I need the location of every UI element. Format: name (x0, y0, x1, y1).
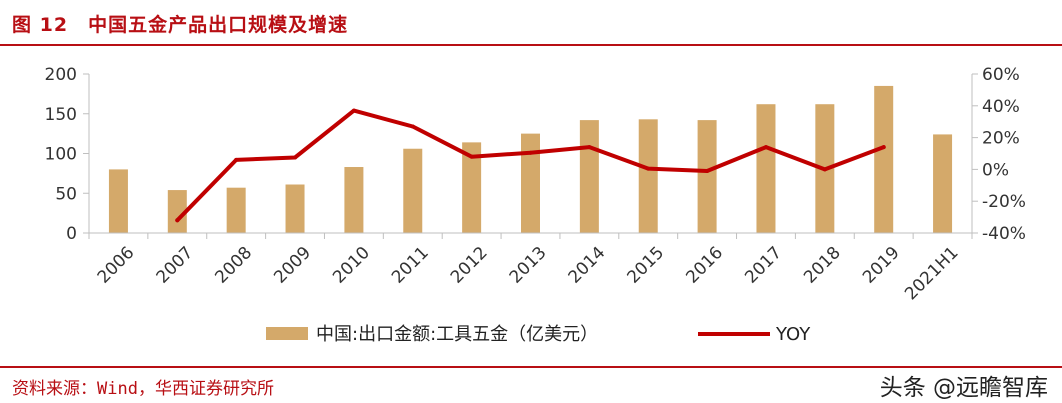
x-tick-label: 2013 (506, 243, 551, 288)
bar-2019 (874, 85, 894, 233)
yoy-point-2016 (705, 168, 710, 173)
right-tick-label: 0% (982, 160, 1009, 180)
x-tick-label: 2009 (270, 243, 315, 288)
yoy-point-2015 (646, 166, 651, 171)
yoy-point-2019 (881, 145, 886, 150)
yoy-point-2018 (822, 167, 827, 172)
x-tick-label: 2021H1 (901, 243, 962, 304)
bar-2007 (167, 190, 187, 233)
right-tick-label: 40% (982, 97, 1020, 117)
legend: 中国:出口金额:工具五金（亿美元） YOY (266, 324, 811, 345)
left-tick-label: 100 (45, 145, 77, 165)
yoy-point-2017 (763, 145, 768, 150)
x-tick-label: 2011 (388, 243, 433, 288)
yoy-point-2013 (528, 150, 533, 155)
left-tick-label: 50 (55, 184, 77, 204)
yoy-point-2012 (469, 154, 474, 159)
left-y-axis: 0 50 100 150 200 (45, 65, 90, 244)
figure-title-text: 中国五金产品出口规模及增速 (88, 14, 349, 36)
legend-bar-swatch (266, 327, 308, 340)
bar-2012 (462, 142, 482, 233)
x-tick-label: 2018 (800, 243, 845, 288)
bar-2016 (697, 120, 717, 233)
bar-2009 (285, 184, 305, 233)
x-tick-label: 2019 (859, 243, 904, 288)
figure-number: 图 12 (12, 14, 69, 36)
bar-2017 (756, 104, 776, 234)
bar-2014 (579, 120, 599, 233)
bar-2008 (226, 187, 246, 233)
yoy-point-2014 (587, 145, 592, 150)
footer-rule (0, 366, 1062, 368)
right-tick-label: -20% (982, 192, 1026, 212)
left-tick-label: 200 (45, 65, 77, 85)
bar-2013 (521, 133, 540, 233)
watermark: 头条 @远瞻智库 (879, 375, 1048, 401)
x-tick-label: 2012 (447, 243, 492, 288)
left-tick-label: 0 (66, 224, 77, 244)
x-tick-label: 2010 (329, 243, 374, 288)
bar-2021H1 (933, 134, 953, 233)
x-tick-label: 2007 (153, 243, 198, 288)
bar-2011 (403, 148, 423, 233)
header-rule (0, 44, 1062, 46)
figure-title: 图 12 中国五金产品出口规模及增速 (12, 10, 348, 37)
right-tick-label: 60% (982, 65, 1020, 85)
right-tick-label: 20% (982, 129, 1020, 149)
yoy-point-2010 (351, 108, 356, 113)
bar-2010 (344, 167, 364, 233)
legend-line-label: YOY (775, 324, 811, 345)
x-tick-label: 2014 (565, 243, 610, 288)
left-tick-label: 150 (45, 105, 77, 125)
source-note: 资料来源：Wind，华西证券研究所 (12, 379, 274, 399)
x-axis: 2006 2007 2008 2009 2010 2011 2012 2013 2014 2015… (88, 232, 973, 304)
bar-2006 (108, 169, 128, 233)
yoy-point-2007 (175, 218, 180, 223)
yoy-point-2009 (293, 155, 298, 160)
x-tick-label: 2016 (682, 243, 727, 288)
x-tick-label: 2017 (741, 243, 786, 288)
x-tick-label: 2015 (624, 243, 669, 288)
figure-header: 图 12 中国五金产品出口规模及增速 (0, 0, 1062, 44)
x-tick-label: 2006 (94, 243, 139, 288)
x-tick-label: 2008 (211, 243, 256, 288)
legend-bar-label: 中国:出口金额:工具五金（亿美元） (316, 324, 598, 345)
yoy-point-2011 (410, 124, 415, 129)
yoy-line-series (175, 108, 886, 223)
bar-2015 (638, 119, 658, 233)
right-y-axis: -40% -20% 0% 20% 40% 60% (971, 65, 1026, 244)
bar-line-chart: 2006 2007 2008 2009 2010 2011 2012 2013 2014 2015… (45, 65, 1026, 345)
right-tick-label: -40% (982, 224, 1026, 244)
yoy-point-2008 (234, 157, 239, 162)
